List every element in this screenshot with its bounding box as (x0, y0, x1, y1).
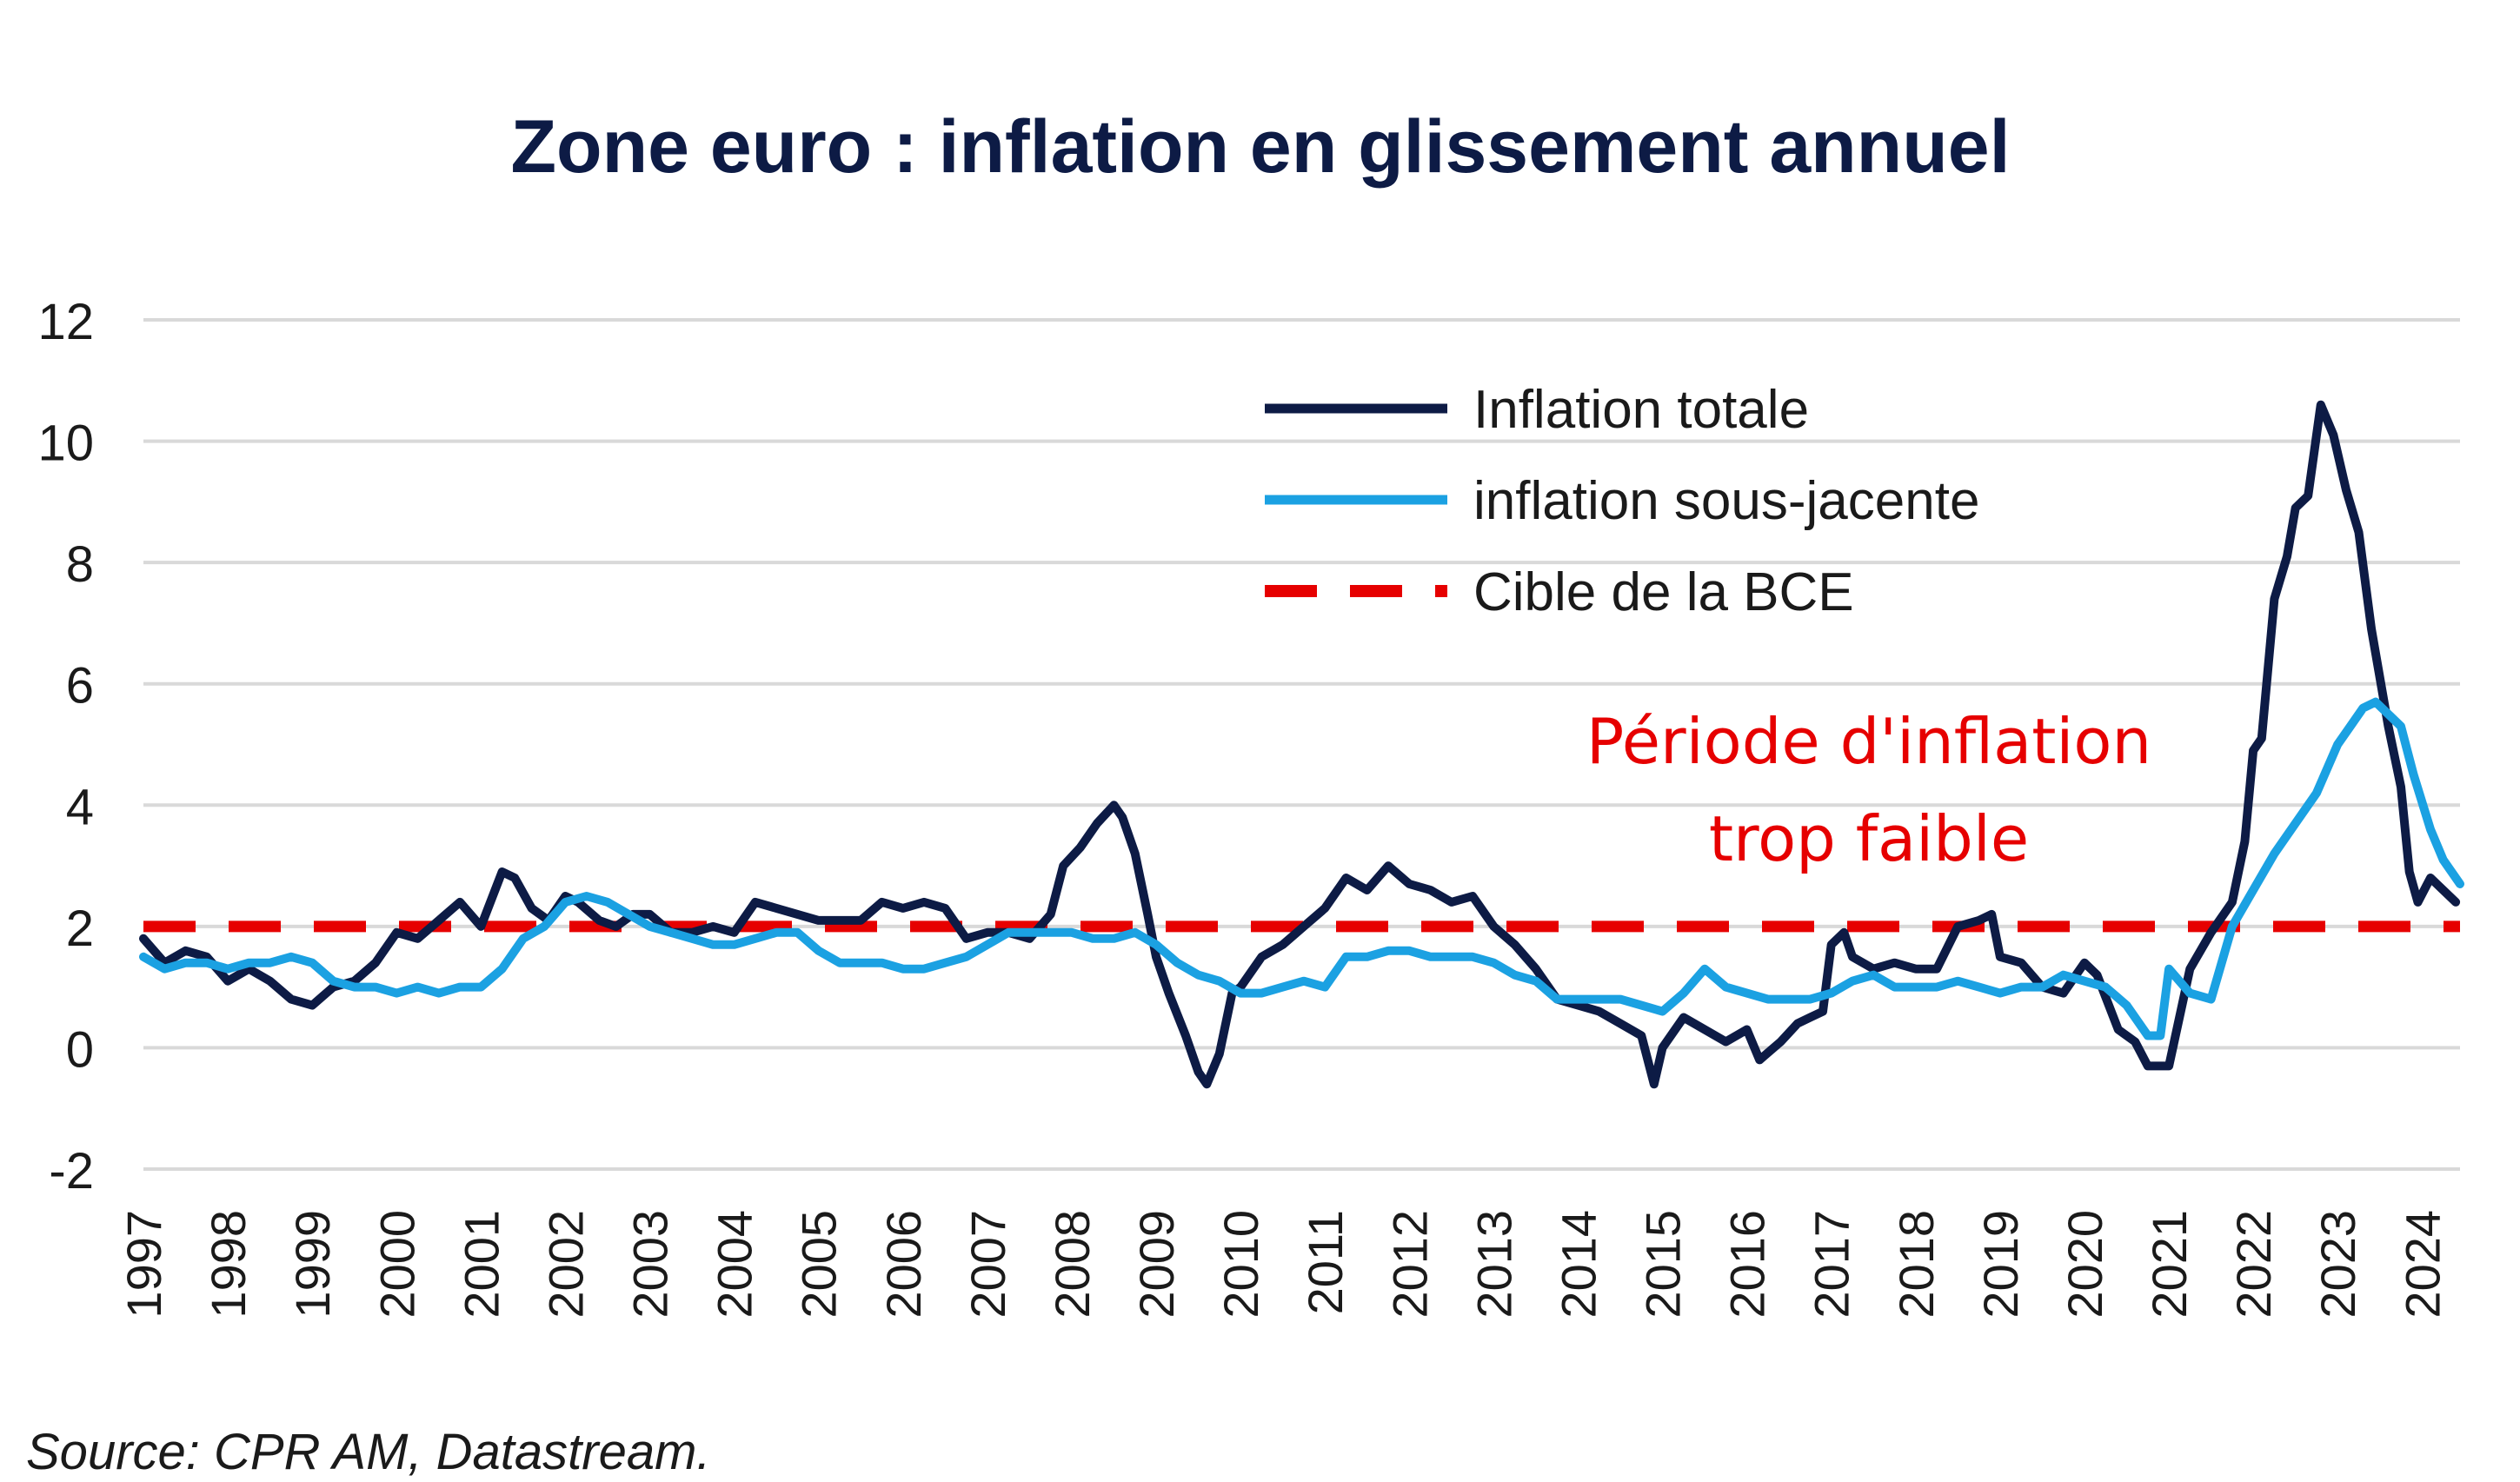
x-tick-label: 1999 (285, 1210, 340, 1319)
y-tick-label: 12 (37, 294, 94, 350)
x-tick-label: 2010 (1213, 1210, 1268, 1319)
x-tick-label: 2004 (708, 1210, 762, 1319)
x-tick-label: 2011 (1298, 1210, 1353, 1314)
y-tick-label: 8 (66, 536, 94, 593)
annotation: Période d'inflation trop faible (1586, 705, 2151, 875)
plot-area (139, 400, 2464, 1089)
y-axis: -2 0 2 4 6 8 10 12 (37, 294, 94, 1200)
x-axis: 1997 1998 1999 2000 2001 2002 2003 2004 2005 2006… (116, 1210, 2450, 1319)
chart-title: Zone euro : inflation en glissement annu… (511, 105, 2011, 189)
x-tick-label: 2001 (454, 1210, 509, 1319)
x-tick-label: 2003 (623, 1210, 678, 1319)
x-tick-label: 2002 (538, 1210, 593, 1319)
x-tick-label: 1997 (116, 1210, 171, 1319)
x-tick-label: 2014 (1551, 1210, 1606, 1319)
legend-label-1: inflation sous-jacente (1473, 471, 1979, 531)
series-line-0 (139, 400, 2461, 1089)
x-tick-label: 2016 (1720, 1210, 1775, 1319)
y-tick-label: 6 (66, 658, 94, 714)
x-tick-label: 2017 (1805, 1210, 1859, 1319)
x-tick-label: 2021 (2142, 1210, 2197, 1319)
x-tick-label: 2015 (1636, 1210, 1691, 1319)
y-tick-label: 0 (66, 1021, 94, 1078)
x-tick-label: 2007 (961, 1210, 1015, 1319)
x-tick-label: 2020 (2058, 1210, 2112, 1319)
x-tick-label: 2008 (1045, 1210, 1100, 1319)
y-tick-label: 2 (66, 900, 94, 957)
x-tick-label: 2024 (2395, 1210, 2450, 1319)
series-line-1 (139, 697, 2464, 1040)
x-tick-label: 2000 (369, 1210, 424, 1319)
x-tick-label: 2022 (2226, 1210, 2281, 1319)
annotation-line-2: trop faible (1709, 802, 2029, 875)
y-tick-label: 10 (37, 415, 94, 472)
x-tick-label: 2013 (1466, 1210, 1521, 1319)
legend-label-2: Cible de la BCE (1473, 562, 1854, 622)
annotation-line-1: Période d'inflation (1586, 705, 2151, 778)
x-tick-label: 2023 (2311, 1210, 2365, 1319)
x-tick-label: 1998 (201, 1210, 256, 1319)
x-tick-label: 2009 (1129, 1210, 1184, 1319)
source-note: Source: CPR AM, Datastream. (26, 1424, 711, 1480)
y-tick-label: 4 (66, 779, 94, 835)
x-tick-label: 2019 (1973, 1210, 2028, 1319)
legend-label-0: Inflation totale (1473, 380, 1809, 440)
legend: Inflation totale inflation sous-jacente Ci… (1265, 380, 1979, 622)
x-tick-label: 2005 (792, 1210, 847, 1319)
x-tick-label: 2018 (1889, 1210, 1944, 1319)
x-tick-label: 2012 (1382, 1210, 1437, 1319)
y-tick-label: -2 (49, 1143, 94, 1200)
x-tick-label: 2006 (876, 1210, 931, 1319)
